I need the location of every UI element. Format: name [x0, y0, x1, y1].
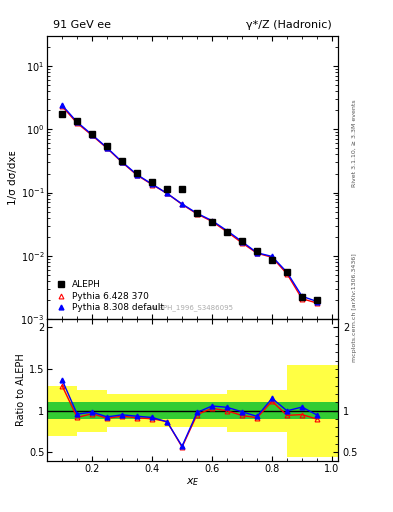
Pythia 8.308 default: [105, 145, 110, 151]
Text: γ*/Z (Hadronic): γ*/Z (Hadronic): [246, 20, 332, 30]
Pythia 8.308 default: [150, 181, 154, 187]
Pythia 6.428 370: [255, 250, 259, 257]
X-axis label: $x_E$: $x_E$: [186, 476, 199, 488]
Pythia 8.308 default: [195, 210, 199, 217]
Pythia 6.428 370: [180, 201, 184, 207]
ALEPH: [210, 219, 215, 225]
Pythia 6.428 370: [75, 120, 79, 126]
ALEPH: [225, 229, 230, 235]
Pythia 6.428 370: [210, 218, 215, 224]
Text: 91 GeV ee: 91 GeV ee: [53, 20, 111, 30]
Pythia 6.428 370: [90, 133, 94, 139]
ALEPH: [285, 269, 289, 275]
Pythia 6.428 370: [315, 300, 320, 306]
ALEPH: [315, 297, 320, 303]
ALEPH: [120, 158, 125, 164]
Pythia 8.308 default: [285, 269, 289, 275]
Pythia 8.308 default: [255, 250, 259, 256]
Pythia 8.308 default: [165, 190, 169, 197]
Y-axis label: 1/σ dσ/dxᴇ: 1/σ dσ/dxᴇ: [7, 150, 18, 205]
ALEPH: [195, 210, 199, 216]
Pythia 6.428 370: [120, 159, 125, 165]
ALEPH: [135, 170, 140, 176]
Text: Rivet 3.1.10, ≥ 3.3M events: Rivet 3.1.10, ≥ 3.3M events: [352, 99, 357, 187]
Pythia 8.308 default: [90, 132, 94, 138]
Line: ALEPH: ALEPH: [59, 111, 320, 303]
Y-axis label: Ratio to ALEPH: Ratio to ALEPH: [16, 354, 26, 426]
Pythia 8.308 default: [240, 239, 244, 245]
ALEPH: [165, 186, 169, 193]
Pythia 8.308 default: [75, 119, 79, 125]
ALEPH: [75, 118, 79, 124]
Pythia 6.428 370: [165, 190, 169, 197]
Pythia 6.428 370: [105, 145, 110, 152]
ALEPH: [90, 132, 94, 138]
ALEPH: [270, 257, 274, 263]
ALEPH: [150, 179, 154, 185]
Legend: ALEPH, Pythia 6.428 370, Pythia 8.308 default: ALEPH, Pythia 6.428 370, Pythia 8.308 de…: [51, 278, 166, 315]
Pythia 6.428 370: [240, 240, 244, 246]
Pythia 6.428 370: [150, 181, 154, 187]
ALEPH: [60, 111, 64, 117]
Line: Pythia 8.308 default: Pythia 8.308 default: [60, 103, 320, 304]
Pythia 8.308 default: [135, 172, 140, 178]
ALEPH: [105, 143, 110, 149]
Text: mcplots.cern.ch [arXiv:1306.3436]: mcplots.cern.ch [arXiv:1306.3436]: [352, 253, 357, 361]
Pythia 6.428 370: [195, 211, 199, 217]
Pythia 8.308 default: [315, 298, 320, 305]
Pythia 6.428 370: [60, 103, 64, 110]
Pythia 8.308 default: [270, 253, 274, 260]
Pythia 8.308 default: [60, 102, 64, 109]
Pythia 8.308 default: [180, 201, 184, 207]
Pythia 6.428 370: [270, 254, 274, 260]
Pythia 6.428 370: [135, 172, 140, 178]
Pythia 8.308 default: [210, 218, 215, 224]
Pythia 6.428 370: [285, 271, 289, 277]
ALEPH: [255, 248, 259, 254]
Text: ALEPH_1996_S3486095: ALEPH_1996_S3486095: [151, 304, 234, 311]
Pythia 8.308 default: [120, 159, 125, 165]
Pythia 8.308 default: [225, 228, 230, 234]
Pythia 6.428 370: [299, 296, 304, 302]
Pythia 8.308 default: [299, 293, 304, 300]
Line: Pythia 6.428 370: Pythia 6.428 370: [60, 104, 320, 306]
ALEPH: [240, 238, 244, 244]
ALEPH: [180, 186, 184, 192]
Pythia 6.428 370: [225, 229, 230, 235]
ALEPH: [299, 294, 304, 301]
